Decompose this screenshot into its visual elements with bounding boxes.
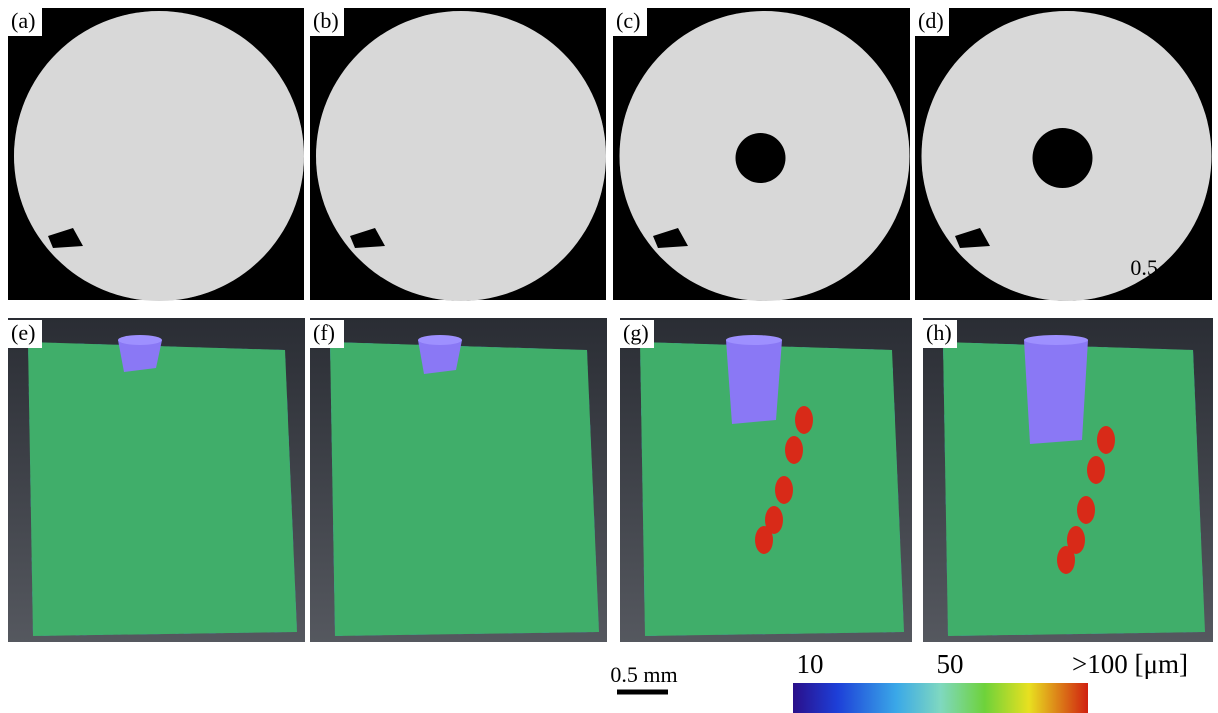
panel-label: (h)	[926, 320, 952, 345]
colorbar-label: 50	[937, 649, 964, 679]
large-pore	[765, 506, 783, 534]
panel-label-bg	[310, 8, 344, 36]
panel-label-bg	[613, 8, 647, 36]
large-pore	[755, 526, 773, 554]
large-pore	[775, 476, 793, 504]
drill-cylinder	[118, 340, 162, 372]
large-pore	[1097, 426, 1115, 454]
panel-label: (g)	[623, 320, 649, 345]
pore	[653, 228, 688, 248]
scale-label: 0.5 mm	[610, 662, 677, 687]
panel-label-bg	[620, 320, 654, 348]
pore	[350, 228, 385, 248]
large-pore	[1077, 496, 1095, 524]
porosity-volume	[640, 342, 904, 636]
colorbar-label: 10	[797, 649, 824, 679]
panels: (a) (b) (c) (d) (e) (f) (g) (h)	[8, 8, 1213, 642]
panel-label-bg	[8, 8, 42, 36]
drill-cylinder	[726, 340, 782, 424]
cylinder-top	[1024, 335, 1088, 345]
panel-label-bg	[8, 320, 42, 348]
panel-label-bg	[923, 320, 957, 348]
porosity-volume	[28, 342, 297, 636]
cylinder-top	[418, 335, 462, 345]
pore	[48, 228, 83, 248]
colorbar	[793, 683, 1088, 713]
ct-slice	[14, 11, 304, 301]
colorbar-label: >100 [μm]	[1072, 649, 1188, 679]
panel-label: (e)	[11, 320, 35, 345]
ct-slice	[316, 11, 606, 301]
panel-label: (a)	[11, 8, 35, 33]
drill-hole	[735, 133, 786, 183]
panel-label-bg	[915, 8, 949, 36]
porosity-volume	[943, 342, 1205, 636]
porosity-volume	[330, 342, 599, 636]
drill-cylinder	[1024, 340, 1088, 444]
large-pore	[1057, 546, 1075, 574]
panel-label: (f)	[313, 320, 335, 345]
large-pore	[795, 406, 813, 434]
pore	[955, 228, 990, 248]
large-pore	[1067, 526, 1085, 554]
panel-label: (c)	[616, 8, 640, 33]
panel-label: (d)	[918, 8, 944, 33]
scale-label: 0.5 mm	[1130, 255, 1197, 280]
drill-hole	[1032, 128, 1093, 188]
cylinder-top	[726, 335, 782, 345]
panel-label-bg	[310, 320, 344, 348]
drill-cylinder	[418, 340, 462, 374]
cylinder-top	[118, 335, 162, 345]
panel-label: (b)	[313, 8, 339, 33]
large-pore	[1087, 456, 1105, 484]
large-pore	[785, 436, 803, 464]
